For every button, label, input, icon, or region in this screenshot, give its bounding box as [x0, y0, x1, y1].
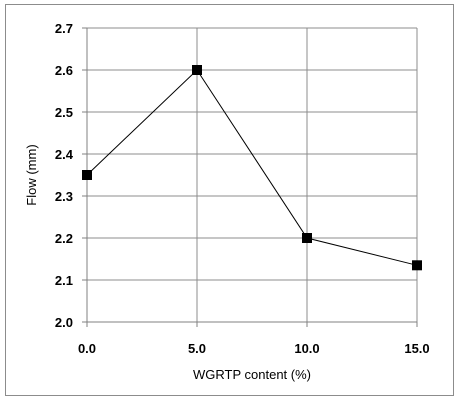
- y-tick-labels: 2.0 2.1 2.2 2.3 2.4 2.5 2.6 2.7: [55, 21, 74, 330]
- x-tick-label: 0.0: [78, 341, 96, 356]
- y-tick-label: 2.6: [55, 63, 73, 78]
- series-line: [86, 69, 418, 266]
- x-tick-label: 15.0: [404, 341, 429, 356]
- y-tick-label: 2.2: [55, 231, 73, 246]
- x-axis-title: WGRTP content (%): [193, 367, 311, 382]
- data-point-marker: [302, 233, 312, 243]
- y-axis-title: Flow (mm): [24, 144, 39, 205]
- grid: [86, 27, 418, 323]
- x-tick-labels: 0.0 5.0 10.0 15.0: [78, 341, 430, 356]
- x-tick-label: 10.0: [294, 341, 319, 356]
- series: [82, 65, 422, 271]
- y-tick-label: 2.5: [55, 105, 73, 120]
- data-point-marker: [412, 260, 422, 271]
- y-tick-label: 2.3: [55, 189, 73, 204]
- y-tick-label: 2.4: [55, 147, 74, 162]
- y-tick-label: 2.0: [55, 315, 73, 330]
- x-tick-label: 5.0: [188, 341, 206, 356]
- axes: [82, 27, 418, 327]
- y-tick-label: 2.7: [55, 21, 73, 36]
- y-tick-label: 2.1: [55, 273, 73, 288]
- data-point-marker: [192, 65, 202, 75]
- data-point-marker: [82, 170, 92, 180]
- chart-frame: [5, 4, 454, 396]
